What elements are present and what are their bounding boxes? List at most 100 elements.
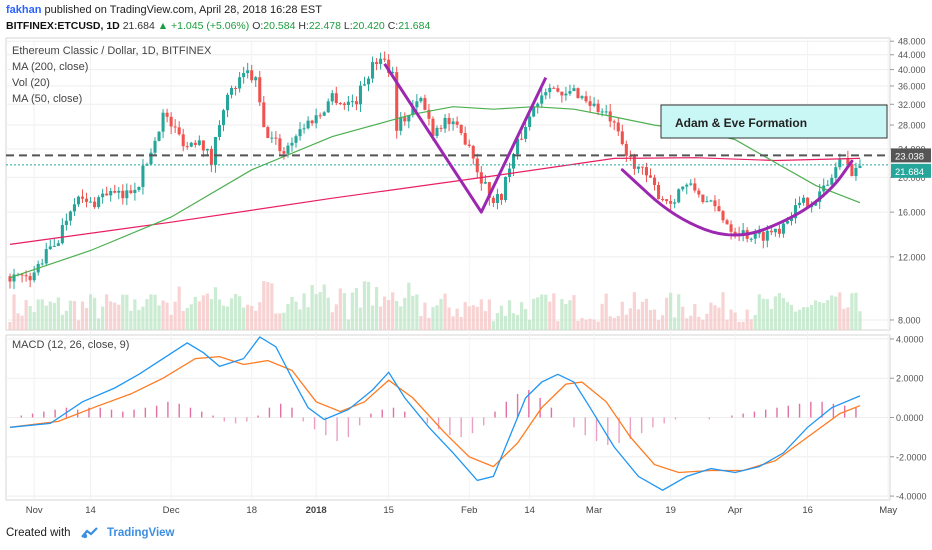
candle-body	[435, 127, 439, 136]
volume-bar	[358, 307, 363, 330]
candle-body	[76, 196, 81, 205]
volume-bar	[68, 300, 73, 330]
footer: Created with TradingView	[6, 527, 175, 539]
volume-bar	[431, 307, 435, 330]
candle-body	[858, 165, 862, 168]
volume-bar	[797, 309, 802, 330]
volume-bar	[282, 312, 286, 330]
candle-body	[697, 190, 701, 195]
volume-bar	[503, 315, 508, 330]
volume-bar	[314, 294, 318, 330]
candle-body	[423, 97, 427, 110]
legend-title: Ethereum Classic / Dollar, 1D, BITFINEX	[12, 45, 212, 57]
volume-bar	[165, 302, 169, 330]
candle-body	[371, 62, 375, 79]
time-tick-label: 2018	[306, 505, 327, 516]
volume-bar	[665, 297, 669, 330]
volume-bar	[149, 294, 153, 330]
price-tick-label: 40.000	[898, 65, 926, 75]
macd-tick-label: 2.0000	[896, 374, 924, 384]
volume-bar	[246, 304, 250, 330]
candle-body	[294, 136, 298, 143]
candle-body	[181, 134, 185, 147]
volume-bar	[105, 294, 109, 330]
volume-bar	[447, 307, 451, 330]
candle-body	[431, 118, 435, 136]
candle-body	[830, 177, 834, 185]
candle-body	[564, 93, 568, 96]
candle-body	[632, 156, 636, 169]
volume-bar	[632, 292, 636, 330]
candle-body	[399, 117, 403, 131]
candle-body	[185, 146, 189, 148]
volume-bar	[810, 304, 814, 330]
tradingview-brand[interactable]: TradingView	[106, 527, 175, 540]
candle-body	[588, 101, 592, 106]
volume-bar	[701, 319, 705, 330]
candle-body	[121, 190, 125, 199]
volume-bar	[507, 300, 512, 330]
candle-body	[314, 115, 318, 124]
candle-body	[705, 201, 709, 203]
volume-bar	[737, 321, 741, 330]
candle-body	[306, 120, 310, 129]
volume-bar	[92, 297, 97, 330]
candle-body	[713, 200, 717, 207]
volume-bar	[310, 285, 314, 330]
legend-vol: Vol (20)	[12, 77, 50, 89]
volume-bar	[270, 283, 274, 330]
volume-bar	[338, 288, 342, 330]
volume-bar	[846, 307, 850, 330]
candle-body	[516, 138, 520, 155]
volume-bar	[32, 312, 36, 330]
volume-bar	[584, 319, 588, 330]
volume-bar	[52, 302, 56, 330]
signal-line	[9, 355, 861, 474]
volume-bar	[471, 305, 475, 330]
author-name[interactable]: fakhan	[6, 4, 42, 16]
candle-body	[854, 167, 858, 177]
candle-body	[310, 120, 314, 124]
candle-body	[205, 148, 209, 151]
volume-bar	[161, 300, 165, 330]
candle-body	[624, 144, 628, 156]
high-label: H:	[298, 20, 309, 32]
candle-body	[403, 117, 407, 122]
volume-bar	[842, 308, 846, 330]
volume-bar	[302, 293, 306, 330]
candle-body	[238, 77, 242, 89]
candle-body	[89, 201, 93, 203]
volume-bar	[238, 296, 242, 330]
candle-body	[507, 168, 512, 177]
close-value: 21.684	[398, 20, 431, 32]
volume-bar	[673, 317, 677, 330]
volume-bar	[383, 296, 387, 330]
volume-bar	[221, 305, 226, 330]
volume-bar	[560, 299, 564, 330]
volume-bar	[519, 302, 524, 330]
volume-bar	[8, 321, 12, 330]
volume-bar	[548, 301, 552, 330]
candle-body	[250, 70, 254, 81]
candle-body	[68, 211, 72, 221]
candle-body	[113, 191, 117, 193]
volume-bar	[773, 296, 777, 330]
volume-bar	[439, 298, 443, 330]
candle-body	[330, 93, 334, 102]
candle-body	[520, 138, 524, 140]
volume-bar	[88, 294, 93, 330]
volume-bar	[101, 306, 105, 330]
volume-bar	[475, 306, 479, 330]
candle-body	[101, 193, 105, 198]
candle-body	[318, 115, 322, 117]
price-tick-label: 44.000	[898, 50, 926, 60]
volume-bar	[44, 305, 48, 330]
candle-body	[387, 59, 391, 73]
volume-bar	[40, 299, 44, 330]
price-tick-label: 48.000	[898, 37, 926, 47]
candle-body	[80, 196, 85, 199]
volume-bar	[592, 319, 596, 330]
candle-body	[532, 106, 536, 117]
candle-body	[544, 92, 548, 96]
